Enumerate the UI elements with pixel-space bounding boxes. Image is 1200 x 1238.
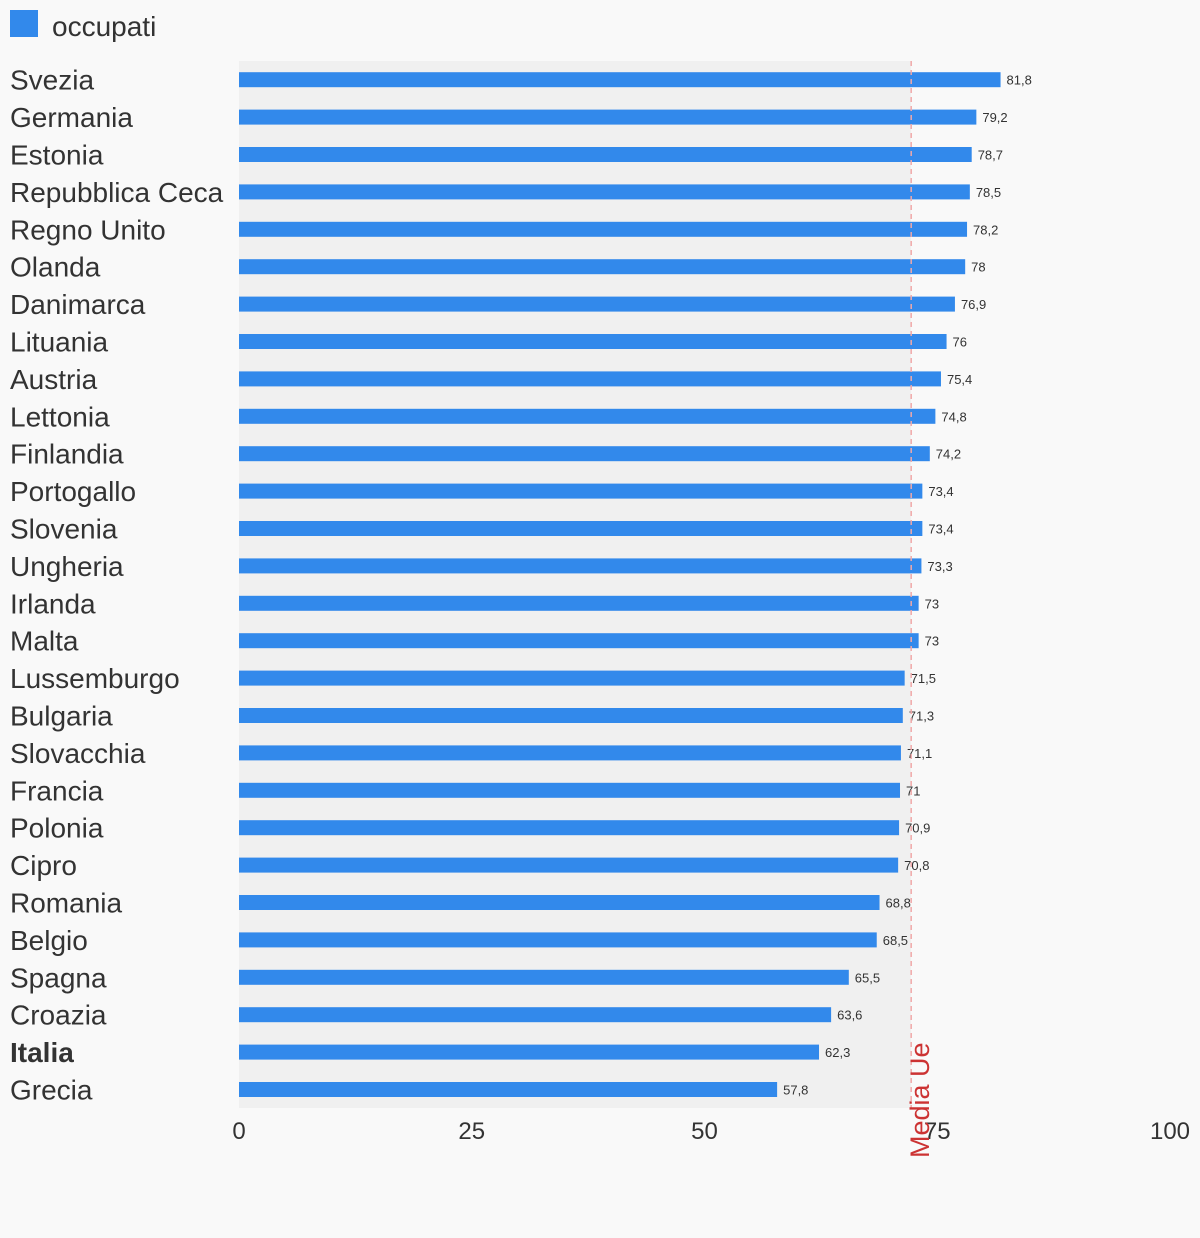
value-label: 62,3 xyxy=(825,1045,850,1060)
bar xyxy=(239,1007,832,1023)
value-label: 73,4 xyxy=(928,484,953,499)
bar xyxy=(239,221,968,237)
legend-label: occupati xyxy=(52,11,156,42)
value-label: 70,8 xyxy=(904,858,929,873)
category-label: Slovenia xyxy=(10,514,118,545)
x-axis-ticks: 0 25 50 75 100 xyxy=(232,1118,1190,1145)
x-tick-label: 100 xyxy=(1150,1118,1190,1145)
category-label: Germania xyxy=(10,102,133,133)
bar xyxy=(239,895,880,910)
category-label: Irlanda xyxy=(10,588,96,619)
value-label: 63,6 xyxy=(837,1008,862,1023)
bar xyxy=(239,558,922,574)
category-label: Portogallo xyxy=(10,476,136,507)
bar xyxy=(239,521,923,536)
x-tick-label: 75 xyxy=(924,1118,951,1145)
bar xyxy=(239,408,936,424)
bar xyxy=(239,147,972,162)
bar xyxy=(239,334,947,349)
value-label: 79,2 xyxy=(982,110,1007,125)
value-label: 71,1 xyxy=(907,746,932,761)
bar xyxy=(239,296,955,312)
bar xyxy=(239,483,923,499)
bar xyxy=(239,595,919,611)
category-label: Lettonia xyxy=(10,401,110,432)
category-label: Repubblica Ceca xyxy=(10,177,224,208)
category-label: Polonia xyxy=(10,813,104,844)
category-label: Finlandia xyxy=(10,439,124,470)
category-label: Croazia xyxy=(10,1000,107,1031)
media-ue-label: Media Ue xyxy=(905,1042,935,1158)
category-label: Svezia xyxy=(10,65,94,96)
value-label: 78,5 xyxy=(976,185,1001,200)
x-tick-label: 50 xyxy=(691,1118,718,1145)
value-label: 57,8 xyxy=(783,1083,808,1098)
value-label: 68,8 xyxy=(886,896,911,911)
bar xyxy=(239,1082,778,1097)
category-label: Francia xyxy=(10,775,104,806)
bar xyxy=(239,109,977,125)
bars xyxy=(239,72,1001,1097)
value-label: 71,5 xyxy=(911,671,936,686)
bar xyxy=(239,184,970,200)
bar xyxy=(239,72,1001,88)
bar xyxy=(239,446,930,462)
bar xyxy=(239,371,941,387)
value-label: 76,9 xyxy=(961,297,986,312)
bar xyxy=(239,633,919,649)
category-label: Bulgaria xyxy=(10,701,113,732)
bar xyxy=(239,857,899,873)
bar xyxy=(239,1044,820,1060)
legend-swatch xyxy=(10,10,38,37)
category-label: Malta xyxy=(10,626,79,657)
value-label: 73,4 xyxy=(928,522,953,537)
value-label: 74,2 xyxy=(936,447,961,462)
category-labels: Svezia Germania Estonia Repubblica Ceca Regn… xyxy=(10,65,224,1106)
category-label: Italia xyxy=(10,1037,74,1068)
category-label: Lituania xyxy=(10,327,109,358)
value-label: 71,3 xyxy=(909,709,934,724)
category-label: Regno Unito xyxy=(10,214,166,245)
value-label: 73 xyxy=(925,596,939,611)
category-label: Belgio xyxy=(10,925,88,956)
value-label: 70,9 xyxy=(905,821,930,836)
value-label: 78,2 xyxy=(973,222,998,237)
plot-area xyxy=(239,61,912,1108)
category-label: Grecia xyxy=(10,1075,93,1106)
category-label: Cipro xyxy=(10,850,77,881)
category-label: Lussemburgo xyxy=(10,663,180,694)
value-label: 76 xyxy=(953,335,967,350)
bar xyxy=(239,708,903,723)
value-label: 73,3 xyxy=(927,559,952,574)
value-label: 75,4 xyxy=(947,372,972,387)
value-label: 74,8 xyxy=(941,409,966,424)
bar xyxy=(239,820,900,836)
x-tick-label: 0 xyxy=(232,1118,245,1145)
value-label: 71 xyxy=(906,783,920,798)
value-labels: 81,8 79,2 78,7 78,5 78,2 78 76,9 76 75,4 74,8 74,2… xyxy=(783,73,1032,1098)
value-label: 81,8 xyxy=(1007,73,1032,88)
category-label: Danimarca xyxy=(10,289,146,320)
bar xyxy=(239,932,877,948)
bar xyxy=(239,259,966,275)
value-label: 78 xyxy=(971,260,985,275)
bar xyxy=(239,670,905,686)
category-label: Slovacchia xyxy=(10,738,146,769)
value-label: 68,5 xyxy=(883,933,908,948)
category-label: Spagna xyxy=(10,962,107,993)
value-label: 78,7 xyxy=(978,148,1003,163)
category-label: Olanda xyxy=(10,252,101,283)
bar xyxy=(239,782,901,798)
bar xyxy=(239,745,901,761)
x-tick-label: 25 xyxy=(458,1118,485,1145)
legend: occupati xyxy=(10,10,156,42)
value-label: 73 xyxy=(925,634,939,649)
category-label: Estonia xyxy=(10,140,104,171)
category-label: Romania xyxy=(10,888,122,919)
category-label: Austria xyxy=(10,364,98,395)
bar xyxy=(239,969,849,985)
value-label: 65,5 xyxy=(855,970,880,985)
category-label: Ungheria xyxy=(10,551,124,582)
